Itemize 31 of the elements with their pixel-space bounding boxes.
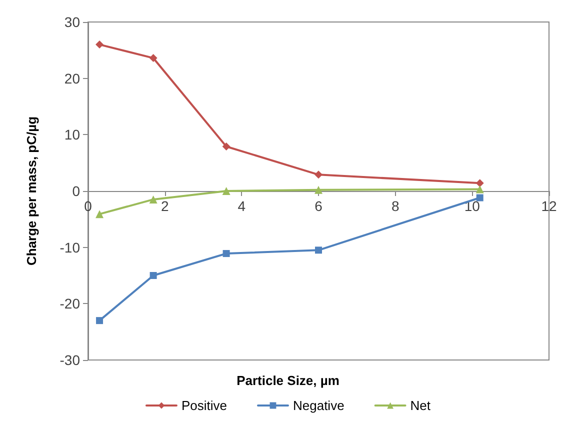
- x-tick-label: 4: [238, 198, 246, 214]
- point: [222, 250, 230, 258]
- point: [222, 142, 230, 150]
- point: [476, 194, 484, 202]
- x-tick-label: 2: [160, 198, 169, 214]
- x-tick-label: 8: [391, 198, 400, 214]
- x-tick-label: 6: [314, 198, 323, 214]
- y-tick-label: 0: [72, 183, 80, 199]
- point: [476, 185, 484, 194]
- point: [222, 187, 230, 195]
- point: [476, 179, 484, 188]
- point: [96, 210, 104, 218]
- legend-label: Positive: [181, 398, 228, 413]
- y-tick-label: 20: [64, 70, 80, 86]
- legend-label: Negative: [292, 398, 344, 413]
- point: [150, 272, 157, 279]
- point: [96, 317, 104, 324]
- x-axis-title: Particle Size, µm: [236, 373, 340, 388]
- y-tick-label: 30: [64, 14, 80, 30]
- y-tick-label: -30: [60, 352, 80, 368]
- point: [314, 186, 322, 194]
- point: [315, 246, 322, 254]
- legend-label: Net: [410, 398, 431, 413]
- point: [314, 170, 322, 179]
- point: [96, 40, 104, 49]
- y-axis-title: Charge per mass, pC/µg: [24, 116, 39, 266]
- y-tick-label: 10: [64, 126, 80, 143]
- y-tick-label: -10: [60, 239, 80, 256]
- point: [149, 195, 158, 204]
- point: [149, 54, 158, 62]
- y-tick-label: -20: [60, 296, 80, 312]
